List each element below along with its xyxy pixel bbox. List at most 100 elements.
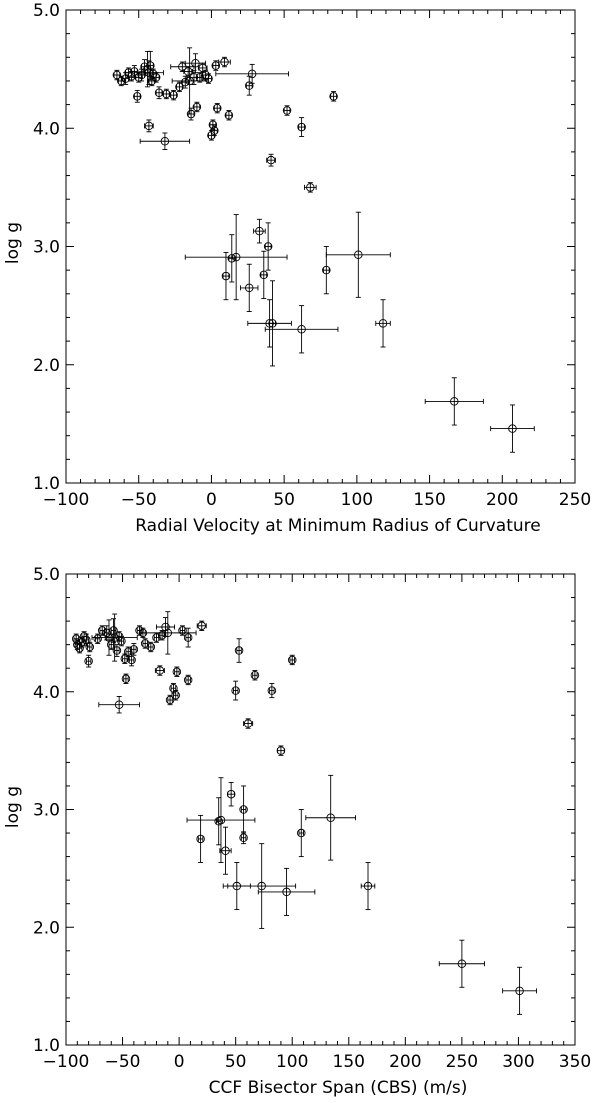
x-axis-title-1: Radial Velocity at Minimum Radius of Cur… bbox=[135, 516, 541, 536]
x-tick-label: 100 bbox=[341, 490, 373, 510]
point-marker bbox=[259, 270, 269, 280]
point-marker bbox=[282, 887, 291, 897]
point-marker bbox=[282, 106, 292, 115]
data-point bbox=[183, 674, 193, 686]
point-marker bbox=[195, 73, 205, 82]
x-tick-label: 200 bbox=[389, 1052, 421, 1072]
data-point bbox=[212, 102, 222, 114]
point-marker bbox=[297, 122, 306, 132]
data-point bbox=[184, 214, 288, 301]
point-marker bbox=[239, 805, 248, 814]
point-marker bbox=[110, 633, 119, 642]
panel-bisector-span: −100 −50 0 50 100 150 200 250 300 350 1.0 2.0 3.0 4.0… bbox=[3, 565, 591, 1098]
point-marker bbox=[133, 92, 142, 101]
point-marker bbox=[450, 397, 459, 406]
data-point bbox=[234, 638, 244, 663]
data-point bbox=[215, 63, 289, 84]
data-point bbox=[137, 68, 146, 82]
point-marker bbox=[363, 881, 373, 891]
point-marker bbox=[204, 74, 213, 83]
data-point bbox=[183, 627, 193, 648]
x-tick-label: 300 bbox=[502, 1052, 534, 1072]
data-point bbox=[129, 643, 139, 656]
data-point bbox=[120, 653, 130, 664]
point-marker bbox=[112, 70, 122, 80]
data-point bbox=[325, 211, 391, 298]
data-point bbox=[98, 696, 140, 714]
data-point bbox=[221, 251, 231, 301]
point-marker bbox=[250, 671, 260, 680]
data-point bbox=[175, 81, 184, 93]
point-marker bbox=[197, 621, 206, 631]
point-marker bbox=[186, 109, 196, 119]
data-point bbox=[218, 56, 231, 68]
point-marker bbox=[244, 81, 254, 90]
point-marker bbox=[287, 655, 297, 665]
point-marker bbox=[234, 646, 244, 655]
data-point bbox=[133, 89, 142, 103]
data-point bbox=[244, 75, 254, 96]
x-tick-label: 150 bbox=[333, 1052, 365, 1072]
point-marker bbox=[146, 642, 156, 652]
data-point bbox=[85, 641, 95, 653]
point-marker bbox=[212, 103, 222, 113]
point-marker bbox=[267, 686, 277, 695]
x-tick-label: 150 bbox=[413, 490, 445, 510]
point-marker bbox=[243, 719, 253, 728]
point-marker bbox=[220, 57, 229, 67]
point-marker bbox=[226, 789, 236, 799]
x-tick-label: 50 bbox=[225, 1052, 247, 1072]
point-marker bbox=[93, 634, 102, 644]
point-marker bbox=[297, 828, 306, 838]
point-marker bbox=[144, 121, 154, 131]
point-marker bbox=[161, 622, 170, 632]
data-point bbox=[117, 635, 126, 647]
point-marker bbox=[508, 424, 517, 433]
data-point bbox=[297, 117, 306, 137]
x-tick-label: −100 bbox=[43, 490, 90, 510]
point-marker bbox=[297, 325, 306, 334]
data-point bbox=[112, 644, 122, 657]
points-layer-1 bbox=[112, 47, 535, 453]
y-axis-title-1: log g bbox=[3, 222, 23, 264]
point-marker bbox=[160, 137, 170, 146]
points-layer-2 bbox=[71, 611, 537, 1015]
data-point bbox=[156, 617, 176, 637]
point-marker bbox=[214, 817, 223, 826]
data-point bbox=[243, 718, 254, 729]
point-marker bbox=[239, 833, 248, 843]
data-point bbox=[297, 809, 306, 858]
data-point bbox=[186, 777, 256, 863]
point-marker bbox=[175, 82, 184, 92]
x-tick-label: 250 bbox=[559, 490, 591, 510]
point-marker bbox=[378, 319, 388, 328]
data-point bbox=[502, 966, 537, 1015]
data-point bbox=[227, 234, 237, 283]
data-point bbox=[304, 182, 317, 193]
data-point bbox=[196, 620, 207, 631]
data-point bbox=[375, 299, 391, 348]
data-point bbox=[239, 831, 248, 845]
point-marker bbox=[266, 155, 276, 165]
data-point bbox=[127, 653, 136, 667]
point-marker bbox=[84, 656, 93, 666]
y-tick-label: 1.0 bbox=[33, 474, 60, 494]
data-point bbox=[204, 73, 213, 84]
data-point bbox=[82, 633, 91, 647]
point-marker bbox=[130, 67, 139, 76]
point-marker bbox=[178, 626, 187, 635]
data-point bbox=[490, 404, 535, 453]
y-tick-label: 3.0 bbox=[33, 801, 60, 821]
y-tick-label: 2.0 bbox=[33, 356, 60, 376]
data-point bbox=[109, 618, 118, 643]
point-marker bbox=[82, 635, 91, 645]
y-tick-label: 4.0 bbox=[33, 683, 60, 703]
data-point bbox=[181, 75, 190, 89]
y-tick-label: 1.0 bbox=[33, 1036, 60, 1056]
point-marker bbox=[183, 633, 193, 642]
point-marker bbox=[151, 73, 161, 82]
point-marker bbox=[306, 183, 315, 192]
point-marker bbox=[354, 250, 363, 260]
data-point bbox=[268, 280, 277, 367]
